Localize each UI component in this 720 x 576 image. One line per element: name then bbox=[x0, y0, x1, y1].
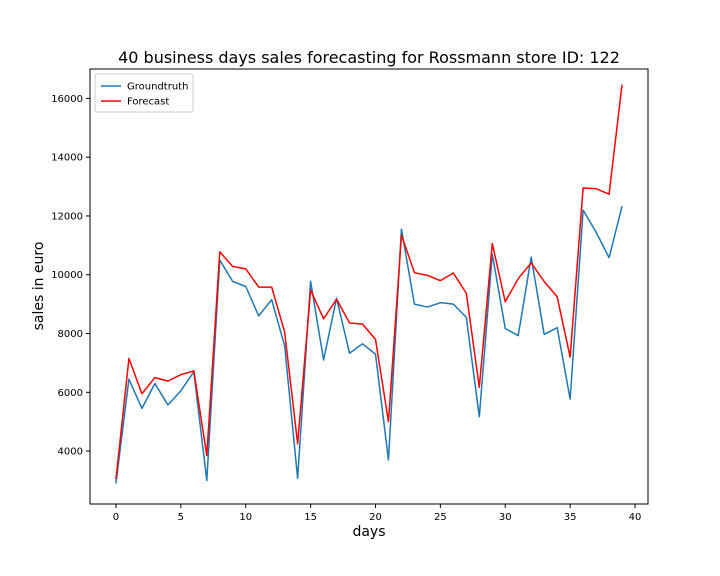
y-tick-label: 12000 bbox=[51, 211, 83, 222]
y-tick-label: 8000 bbox=[58, 329, 83, 340]
y-axis-ticks: 4000 6000 8000 10000 12000 14000 16000 bbox=[51, 94, 90, 458]
x-tick-label: 10 bbox=[239, 512, 252, 523]
series-layer bbox=[115, 84, 623, 484]
y-axis-label: sales in euro bbox=[31, 242, 47, 331]
groundtruth-series-line bbox=[115, 206, 623, 484]
x-axis-ticks: 0 5 10 15 20 25 30 35 40 bbox=[113, 504, 642, 523]
forecast-series-line bbox=[115, 84, 623, 480]
plot-area bbox=[89, 68, 649, 505]
forecast-legend-label: Forecast bbox=[127, 97, 169, 108]
x-tick-label: 5 bbox=[178, 512, 184, 523]
x-tick-label: 30 bbox=[499, 512, 512, 523]
y-tick-label: 6000 bbox=[58, 388, 83, 399]
y-tick-label: 14000 bbox=[51, 153, 83, 164]
y-tick-label: 16000 bbox=[51, 94, 83, 105]
chart-title: 40 business days sales forecasting for R… bbox=[118, 48, 620, 67]
x-tick-label: 40 bbox=[629, 512, 642, 523]
x-tick-label: 25 bbox=[434, 512, 447, 523]
legend: Groundtruth Forecast bbox=[94, 73, 194, 113]
x-tick-label: 35 bbox=[564, 512, 577, 523]
x-tick-label: 0 bbox=[113, 512, 119, 523]
x-axis-label: days bbox=[352, 524, 385, 540]
legend-box bbox=[94, 73, 194, 113]
x-tick-label: 20 bbox=[369, 512, 382, 523]
groundtruth-legend-label: Groundtruth bbox=[127, 82, 188, 93]
x-tick-label: 15 bbox=[304, 512, 317, 523]
y-tick-label: 10000 bbox=[51, 270, 83, 281]
y-tick-label: 4000 bbox=[58, 447, 83, 458]
